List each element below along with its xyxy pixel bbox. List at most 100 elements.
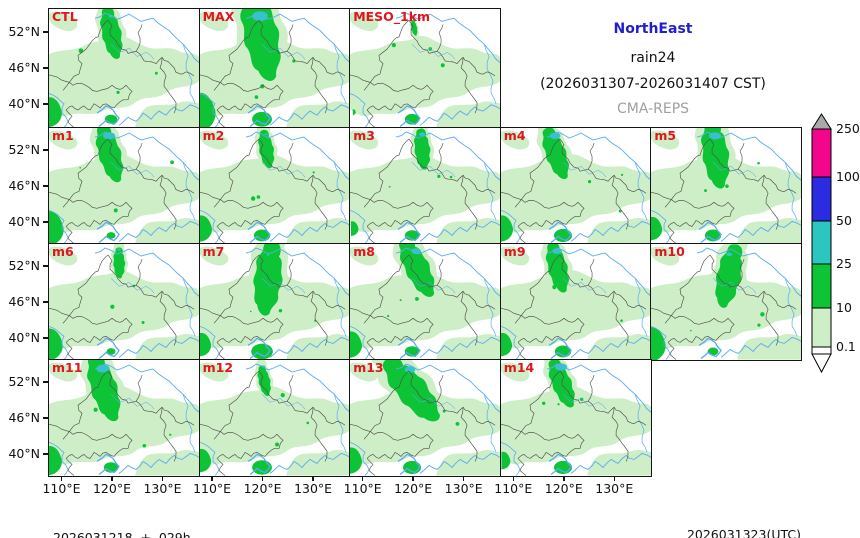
colorbar-tick-label: 100 xyxy=(836,169,860,184)
map-ctl xyxy=(49,9,200,128)
lat-tick-label: 46°N xyxy=(8,178,40,193)
panel-max: MAX xyxy=(198,8,351,129)
panel-label-m9: m9 xyxy=(503,244,526,259)
panel-m11: m11 xyxy=(48,359,201,477)
map-m14 xyxy=(500,360,651,476)
lon-tick-label: 120°E xyxy=(394,481,433,496)
map-m13 xyxy=(350,360,501,476)
panel-label-m8: m8 xyxy=(353,244,375,259)
map-m2 xyxy=(199,128,350,244)
lat-tick xyxy=(42,31,48,33)
lon-tick xyxy=(613,475,616,481)
panel-m5: m5 xyxy=(650,127,803,245)
lon-tick-label: 130°E xyxy=(595,481,634,496)
lat-tick-label: 52°N xyxy=(8,142,40,157)
map-m7 xyxy=(199,244,350,360)
title-variable: rain24 xyxy=(630,50,676,66)
colorbar xyxy=(811,113,832,374)
lon-tick xyxy=(462,475,465,481)
colorbar-tick-label: 50 xyxy=(836,213,852,228)
lat-tick-label: 46°N xyxy=(8,410,40,425)
panel-label-m13: m13 xyxy=(353,360,384,375)
lon-tick-label: 110°E xyxy=(42,481,81,496)
panel-m10: m10 xyxy=(650,243,803,361)
panel-m7: m7 xyxy=(198,243,351,361)
lat-tick-label: 40°N xyxy=(8,96,40,111)
lat-tick-label: 40°N xyxy=(8,214,40,229)
panel-m1: m1 xyxy=(48,127,201,245)
panel-meso_1km: MESO_1km xyxy=(349,8,502,129)
lat-tick xyxy=(42,301,48,303)
panel-label-m5: m5 xyxy=(654,128,677,143)
lat-tick xyxy=(42,221,48,223)
lon-tick-label: 110°E xyxy=(343,481,382,496)
panel-m4: m4 xyxy=(499,127,652,245)
panel-m14: m14 xyxy=(499,359,652,477)
lat-tick xyxy=(42,381,48,383)
lon-tick-label: 120°E xyxy=(92,481,131,496)
lat-tick xyxy=(42,103,48,105)
panel-label-ctl: CTL xyxy=(52,9,78,24)
lat-tick xyxy=(42,417,48,419)
map-meso_1km xyxy=(350,9,501,128)
lon-tick xyxy=(261,475,264,481)
lon-tick-label: 110°E xyxy=(193,481,232,496)
map-m3 xyxy=(350,128,501,244)
map-m8 xyxy=(350,244,501,360)
colorbar-tick-label: 10 xyxy=(836,300,852,315)
footer-init-times: 2026031218 + 029h 2026031302 + 029h xyxy=(53,499,191,538)
map-m9 xyxy=(500,244,651,360)
lon-tick-label: 130°E xyxy=(294,481,333,496)
lat-tick xyxy=(42,149,48,151)
lon-tick xyxy=(512,475,515,481)
panel-m13: m13 xyxy=(349,359,502,477)
panel-label-m3: m3 xyxy=(353,128,375,143)
map-m1 xyxy=(49,128,200,244)
lon-tick-label: 130°E xyxy=(143,481,182,496)
lon-tick xyxy=(111,475,113,481)
lat-tick-label: 40°N xyxy=(8,446,40,461)
panel-m2: m2 xyxy=(198,127,351,245)
lat-tick-label: 40°N xyxy=(8,330,40,345)
lon-tick xyxy=(312,475,314,481)
lon-tick-label: 120°E xyxy=(243,481,282,496)
panel-m3: m3 xyxy=(349,127,502,245)
map-m11 xyxy=(49,360,200,476)
lat-tick xyxy=(42,337,48,339)
panel-label-m10: m10 xyxy=(654,244,685,259)
panel-label-meso_1km: MESO_1km xyxy=(353,9,431,24)
title-period: (2026031307-2026031407 CST) xyxy=(540,76,766,92)
map-m6 xyxy=(49,244,200,360)
lat-tick-label: 52°N xyxy=(8,258,40,273)
lon-tick xyxy=(60,475,63,481)
lat-tick xyxy=(42,67,48,69)
map-m4 xyxy=(500,128,651,244)
panel-label-m2: m2 xyxy=(202,128,225,143)
colorbar-tick-label: 250 xyxy=(836,121,860,136)
panel-label-m1: m1 xyxy=(52,128,74,143)
lon-tick-label: 130°E xyxy=(444,481,483,496)
lon-tick xyxy=(361,475,364,481)
panel-label-m11: m11 xyxy=(52,360,83,375)
panel-label-m7: m7 xyxy=(202,244,225,259)
panel-m6: m6 xyxy=(48,243,201,361)
lon-tick xyxy=(211,475,213,481)
panel-label-max: MAX xyxy=(202,9,235,24)
lon-tick xyxy=(412,475,414,481)
lat-tick xyxy=(42,265,48,267)
lon-tick-label: 110°E xyxy=(494,481,533,496)
panel-m12: m12 xyxy=(198,359,351,477)
footer-valid-line: 2026031323(UTC) xyxy=(686,527,801,538)
footer-init-line: 2026031218 + 029h xyxy=(53,530,191,538)
colorbar-tick-label: 25 xyxy=(836,256,852,271)
lon-tick-label: 120°E xyxy=(544,481,583,496)
lat-tick-label: 52°N xyxy=(8,24,40,39)
panel-label-m12: m12 xyxy=(202,360,234,375)
lat-tick-label: 46°N xyxy=(8,294,40,309)
panel-label-m4: m4 xyxy=(503,128,526,143)
lon-tick xyxy=(563,475,565,481)
footer-valid-times: 2026031323(UTC) 2026031407(CST) xyxy=(601,496,801,538)
lat-tick-label: 52°N xyxy=(8,374,40,389)
panel-m8: m8 xyxy=(349,243,502,361)
